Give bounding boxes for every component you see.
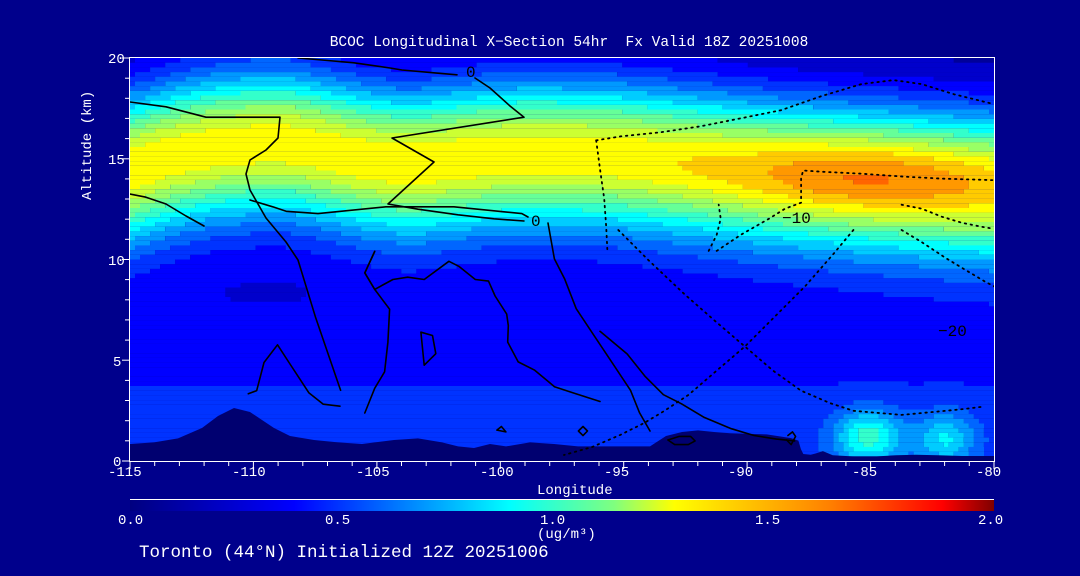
svg-text:0: 0 [466,64,476,82]
svg-text:−20: −20 [938,323,967,341]
svg-text:−10: −10 [782,210,811,228]
svg-text:0: 0 [531,213,541,231]
